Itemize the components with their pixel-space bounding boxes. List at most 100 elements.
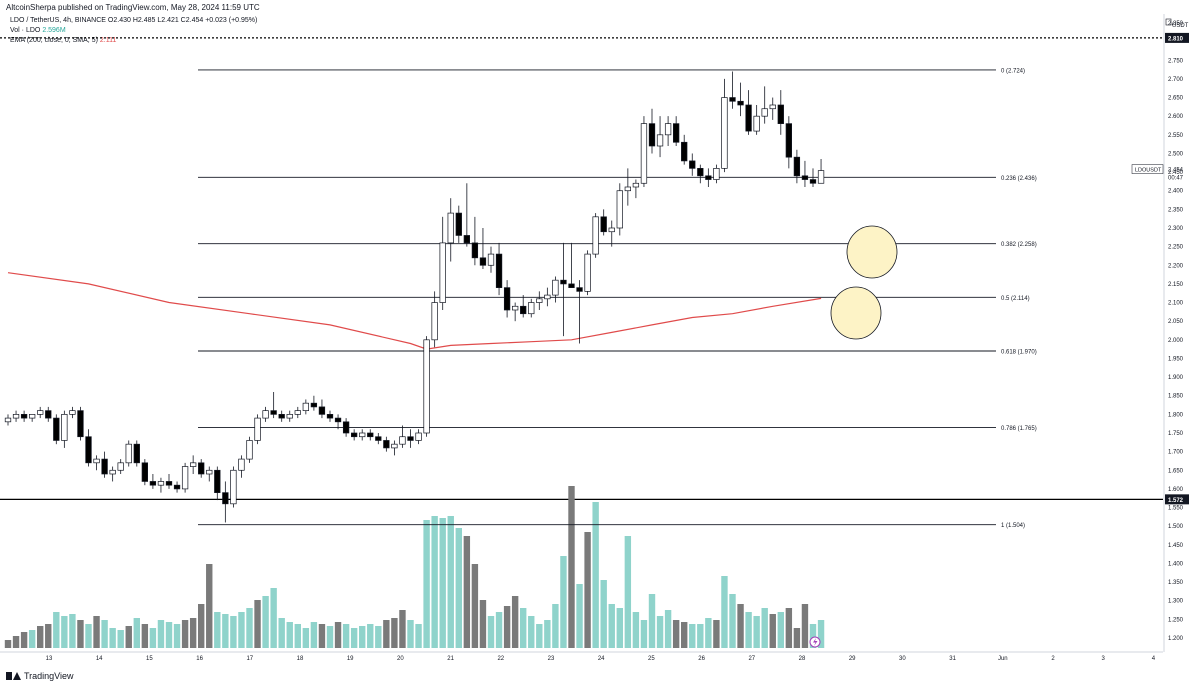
time-tick: 26 <box>698 656 705 662</box>
price-tick: 1.350 <box>1168 580 1184 586</box>
volume-bar <box>584 532 591 648</box>
volume-bar <box>528 616 535 648</box>
time-tick: 15 <box>146 656 153 662</box>
price-tick: 1.300 <box>1168 599 1184 605</box>
candle-down <box>77 410 84 438</box>
candle-down <box>222 492 229 505</box>
candle-up <box>552 279 559 296</box>
candle-up <box>286 414 293 419</box>
volume-bar <box>801 604 809 648</box>
volume-bar <box>729 594 736 648</box>
candle-up <box>753 115 760 132</box>
price-tick: 2.300 <box>1168 226 1184 232</box>
volume-bar <box>785 608 793 648</box>
volume-bar <box>133 618 140 648</box>
time-tick: 19 <box>347 656 354 662</box>
price-axis[interactable] <box>1164 14 1200 666</box>
candle-up <box>109 469 116 475</box>
candle-down <box>737 100 744 106</box>
candle-down <box>809 179 817 184</box>
candle-up <box>157 481 165 486</box>
time-tick: 22 <box>497 656 504 662</box>
candle-up <box>584 253 591 292</box>
volume-bar <box>173 624 181 648</box>
candle-up <box>391 443 398 449</box>
volume-bar <box>777 612 784 648</box>
volume-bar <box>568 486 575 648</box>
lightning-icon <box>813 638 818 646</box>
volume-bar <box>334 622 342 648</box>
dotted-line-price-label-bg <box>1165 32 1189 43</box>
candle-down <box>576 287 583 292</box>
candle-up <box>230 469 237 505</box>
volume-bar <box>254 600 261 648</box>
candle-up <box>528 302 535 315</box>
time-tick: 3 <box>1102 656 1106 662</box>
candle-up <box>125 443 132 464</box>
time-tick: 25 <box>648 656 655 662</box>
symbol-line[interactable]: LDO / TetherUS, 4h, BINANCE O2.430 H2.48… <box>10 17 258 24</box>
time-tick: 4 <box>1152 656 1156 662</box>
time-tick: 27 <box>748 656 755 662</box>
candle-up <box>206 469 213 475</box>
candle-up <box>238 458 245 471</box>
volume-bar <box>616 608 623 648</box>
candle-up <box>399 436 406 445</box>
candle-up <box>415 432 422 441</box>
ema-value: 2.111 <box>99 37 117 44</box>
target-zone-circle-lower[interactable] <box>830 286 882 340</box>
candle-down <box>471 242 479 259</box>
candle-down <box>785 123 792 158</box>
volume-bar <box>359 626 366 648</box>
candle-down <box>270 410 277 415</box>
time-tick: 14 <box>96 656 103 662</box>
price-tick: 1.200 <box>1168 636 1184 642</box>
candle-up <box>61 414 68 441</box>
time-tick: 30 <box>899 656 906 662</box>
candle-down <box>479 257 487 266</box>
volume-bar <box>536 624 543 648</box>
candle-up <box>616 190 623 229</box>
candle-up <box>302 402 309 411</box>
candle-down <box>101 458 108 475</box>
volume-bar <box>544 620 551 648</box>
candle-up <box>431 302 438 341</box>
volume-bar <box>12 636 20 648</box>
fib-level-label: 0.618 (1.970) <box>1001 350 1037 356</box>
volume-bar <box>769 614 776 648</box>
target-zone-circle-upper[interactable] <box>846 225 898 279</box>
fib-level-label: 0.786 (1.765) <box>1001 426 1037 432</box>
candle-down <box>334 417 342 423</box>
price-tick: 2.650 <box>1168 96 1184 102</box>
tradingview-logo[interactable]: TradingView <box>6 671 74 681</box>
volume-bar <box>632 612 640 648</box>
time-tick: 2 <box>1051 656 1055 662</box>
publisher-line: AltcoinSherpa published on TradingView.c… <box>6 3 260 12</box>
volume-legend[interactable]: Vol · LDO 2.596M <box>10 26 257 36</box>
candle-down <box>520 305 527 315</box>
volume-bar <box>705 618 712 648</box>
volume-bar <box>93 616 100 648</box>
time-tick: 28 <box>799 656 806 662</box>
candle-down <box>141 462 149 482</box>
candle-up <box>608 227 615 233</box>
volume-bar <box>294 624 301 648</box>
currency-label: USDT <box>1172 23 1189 29</box>
candle-up <box>12 414 20 419</box>
volume-bar <box>415 624 422 648</box>
ema-legend[interactable]: EMA (200, close, 0, SMA, 5) 2.111 <box>10 36 257 46</box>
candle-down <box>326 414 334 419</box>
price-tick: 1.700 <box>1168 450 1184 456</box>
volume-bar <box>85 624 92 648</box>
time-tick: 16 <box>196 656 203 662</box>
last-price-label: 2.454 <box>1168 168 1184 174</box>
candle-down <box>681 141 688 162</box>
volume-bar <box>198 604 205 648</box>
volume-bar <box>487 616 495 648</box>
price-tick: 2.450 <box>1168 170 1184 176</box>
ema-label: EMA (200, close, 0, SMA, 5) <box>10 37 98 44</box>
symbol-tag-bg <box>1131 164 1164 174</box>
volume-bar <box>230 616 237 648</box>
settings-icon[interactable] <box>1165 18 1172 26</box>
